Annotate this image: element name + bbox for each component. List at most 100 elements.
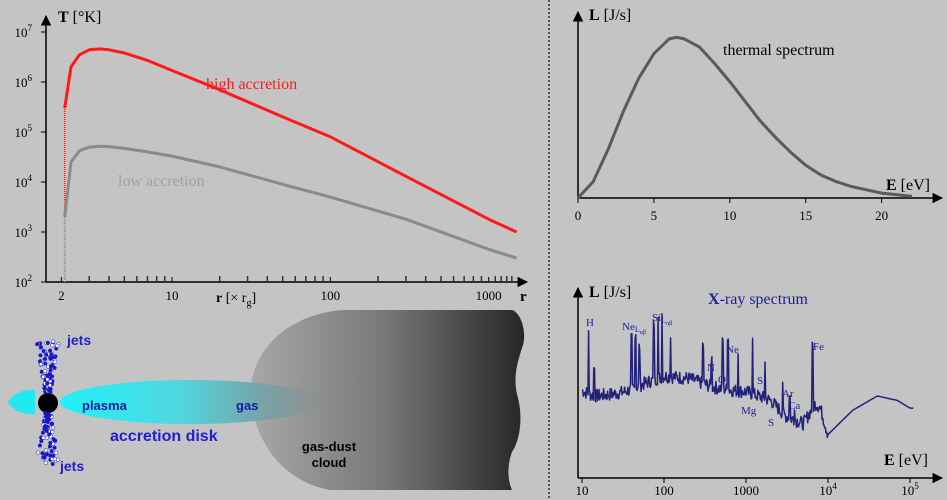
xray-x-tick-label: 105 [901, 481, 919, 498]
jet-particle [44, 419, 49, 424]
jet-particle [49, 352, 54, 357]
temp-y-tick-label: 106 [14, 73, 32, 90]
gas-dust-cloud [250, 310, 525, 490]
jet-particle [45, 424, 50, 429]
temp-y-axis-label: T [°K] [58, 9, 101, 26]
jet-particle [41, 455, 46, 460]
thermal-y-axis-label: L [J/s] [589, 7, 631, 24]
plasma-label: plasma [82, 398, 128, 413]
jet-particle [50, 421, 55, 426]
thermal-title: thermal spectrum [723, 42, 835, 59]
thermal-chart: L [J/s] E [eV] thermal spectrum 0 5 10 15 20 [572, 7, 944, 223]
thermal-x-tick-label: 10 [723, 208, 736, 223]
thermal-x-tick-label: 15 [799, 208, 812, 223]
xray-line-label: Ar [782, 388, 794, 400]
cloud-label-line1: gas-dust [302, 439, 357, 454]
thermal-curve [576, 35, 913, 200]
temperature-chart: T [°K] 102 103 104 105 106 107 2 10 100 1000 r [… [14, 9, 529, 309]
jet-particle [52, 365, 57, 370]
jets-bottom-label: jets [59, 458, 84, 474]
jet-particle [47, 383, 53, 388]
xray-y-axis-label: L [J/s] [589, 284, 631, 301]
jet-particle [50, 453, 56, 458]
jet-particle [50, 425, 56, 430]
thermal-series [576, 35, 913, 200]
temp-x-tick-label: 1000 [476, 288, 502, 303]
jet-particle [47, 413, 52, 418]
jets [35, 339, 61, 467]
thermal-x-axis-label: E [eV] [886, 177, 930, 194]
jet-particle [45, 373, 50, 378]
jet-particle [41, 349, 46, 354]
xray-line-label: Si [757, 375, 766, 387]
jet-particle [37, 443, 42, 448]
jet-particle [50, 429, 55, 434]
jet-particle [41, 374, 46, 379]
jet-particle [55, 343, 60, 348]
jet-particle [43, 460, 48, 465]
jet-particle [42, 386, 47, 391]
xray-line-label: O [718, 374, 726, 386]
jet-particle [40, 430, 45, 435]
thermal-x-tick-label: 0 [575, 208, 582, 223]
temp-x-tick-label: 100 [321, 288, 341, 303]
low-accretion-curve [63, 144, 518, 260]
jet-particle [38, 353, 43, 358]
jet-particle [38, 362, 43, 367]
jet-particle [44, 435, 49, 440]
high-accretion-curve [63, 47, 518, 234]
xray-x-tick-label: 10 [576, 483, 589, 498]
xray-line-label: Ca [788, 400, 800, 412]
accretion-disk-label: accretion disk [110, 428, 218, 445]
jet-particle [39, 439, 44, 444]
jet-particle [53, 354, 58, 359]
xray-line-label: NeLαβ [622, 321, 646, 336]
jet-particle [41, 435, 46, 440]
jet-particle [48, 356, 53, 361]
xray-series [581, 313, 914, 439]
jet-particle [40, 451, 45, 456]
xray-line-label: SiLαβ [652, 312, 672, 327]
jet-particle [36, 450, 41, 455]
jet-particle [44, 452, 49, 457]
jet-particle [44, 352, 49, 357]
jet-particle [43, 448, 49, 453]
jet-particle [43, 361, 48, 366]
xray-x-ticks: 10 100 1000 104 105 [576, 478, 919, 498]
xray-x-tick-label: 1000 [733, 483, 759, 498]
jet-particle [49, 449, 54, 454]
temp-y-tick-label: 104 [14, 173, 32, 190]
xray-title: X-ray spectrum [708, 291, 809, 308]
temp-y-ticks: 102 103 104 105 106 107 [14, 23, 46, 290]
jet-particle [45, 340, 50, 345]
accretion-disk-diagram: jets jets plasma gas accretion disk gas-… [8, 310, 525, 490]
temp-series [63, 47, 518, 282]
thermal-x-tick-label: 5 [651, 208, 658, 223]
xray-line-label: N [707, 362, 715, 374]
temp-x-ticks: 2 10 100 1000 [58, 276, 513, 303]
temp-x-axis-label: r [× rg] [216, 291, 256, 309]
thermal-x-tick-label: 20 [875, 208, 888, 223]
jet-particle [42, 426, 47, 431]
jet-particle [45, 381, 50, 386]
xray-line-label: Fe [813, 341, 824, 353]
jet-particle [35, 342, 40, 347]
xray-curve [581, 313, 914, 439]
temp-y-tick-label: 107 [14, 23, 32, 40]
jet-particle [43, 410, 48, 416]
jet-particle [42, 369, 47, 374]
temp-y-tick-label: 103 [14, 223, 32, 240]
jet-particle [42, 356, 48, 362]
jet-particle [51, 339, 56, 344]
xray-line-label: Ne [726, 344, 739, 356]
jet-particle [48, 348, 53, 353]
temp-x-tick-label: 10 [166, 288, 179, 303]
xray-line-label: S [768, 417, 774, 429]
temp-x-tick-label: 2 [58, 288, 65, 303]
xray-x-tick-label: 104 [819, 481, 837, 498]
jet-particle [48, 440, 53, 445]
jet-particle [53, 359, 58, 364]
xray-line-label: H [586, 317, 594, 329]
xray-chart: L [J/s] E [eV] X-ray spectrum 10 100 1000 1… [572, 284, 944, 498]
